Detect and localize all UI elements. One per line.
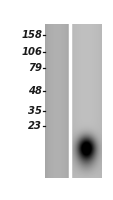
Text: 79: 79 xyxy=(28,63,42,73)
Text: 23: 23 xyxy=(28,121,42,131)
Text: 158: 158 xyxy=(21,30,42,40)
Text: 48: 48 xyxy=(28,86,42,96)
Text: 35: 35 xyxy=(28,106,42,116)
Text: 106: 106 xyxy=(21,47,42,57)
